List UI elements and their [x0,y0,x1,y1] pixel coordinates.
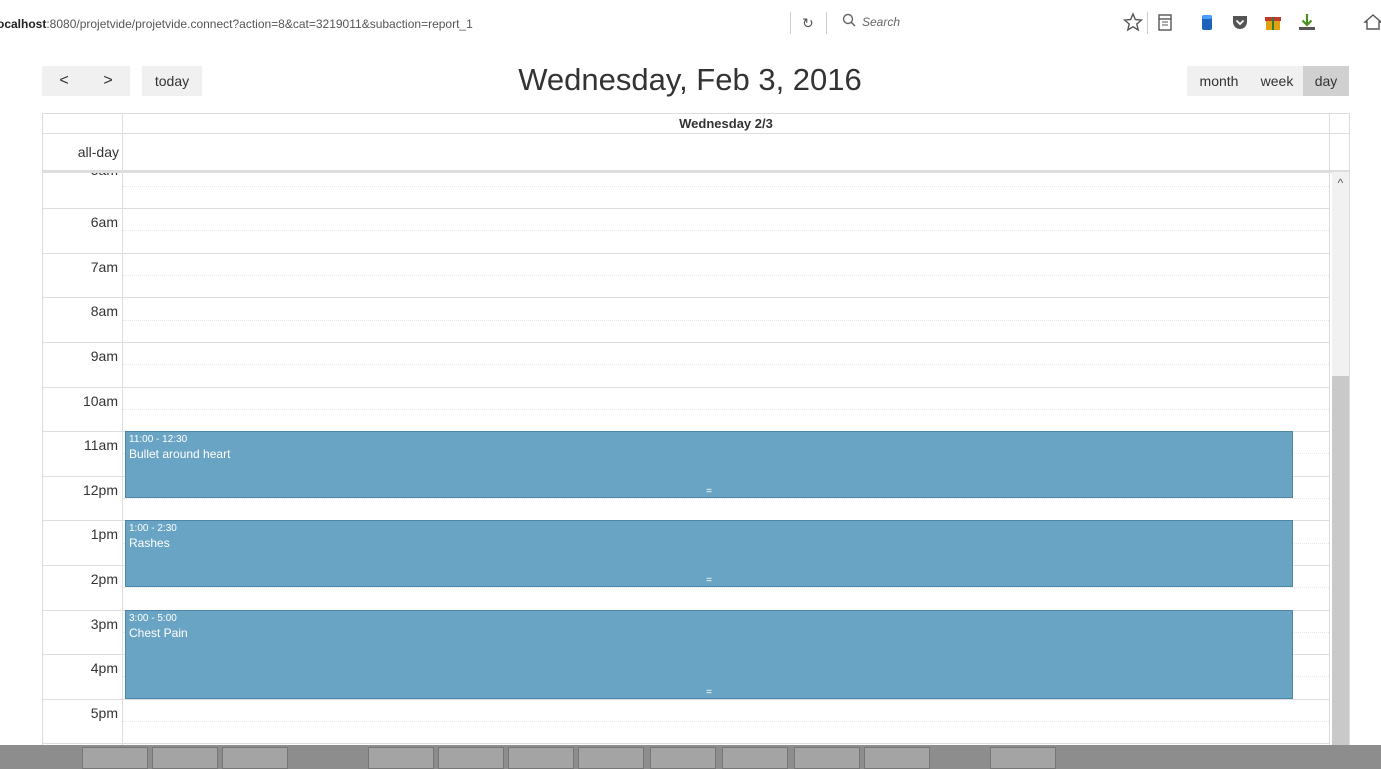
reload-icon[interactable]: ↻ [802,15,814,31]
search-placeholder: Search [862,15,901,29]
time-label: 5pm [90,705,118,721]
hour-line [43,342,1329,343]
scrollbar[interactable]: ^ [1332,172,1349,745]
scroll-up-arrow-icon[interactable]: ^ [1337,176,1344,190]
hour-line [43,699,1329,700]
taskbar-item[interactable] [368,747,434,769]
toolbar-divider [790,12,791,34]
time-label: 8am [90,303,118,319]
taskbar-item[interactable] [794,747,860,769]
reading-list-icon[interactable] [1154,11,1176,33]
taskbar [0,745,1381,769]
time-label: 10am [82,393,118,409]
taskbar-item[interactable] [438,747,504,769]
toolbar-divider [826,12,827,34]
event-time: 1:00 - 2:30 [129,523,177,534]
url-host: ocalhost [0,17,47,31]
hour-line [43,387,1329,388]
next-button[interactable]: > [86,66,130,96]
event-title: Bullet around heart [129,447,231,461]
page-title: Wednesday, Feb 3, 2016 [518,62,862,97]
taskbar-item[interactable] [82,747,148,769]
time-label: 2pm [90,571,118,587]
calendar-event[interactable]: 11:00 - 12:30 Bullet around heart = [125,431,1293,498]
calendar-event[interactable]: 1:00 - 2:30 Rashes = [125,520,1293,587]
column-header: Wednesday 2/3 [679,116,773,131]
time-label: 7am [90,259,118,275]
prev-button[interactable]: < [42,66,86,96]
taskbar-item[interactable] [578,747,644,769]
taskbar-item[interactable] [722,747,788,769]
week-view-button[interactable]: week [1251,66,1303,96]
time-label-partial: 5am [43,173,118,178]
half-hour-line [123,230,1329,231]
time-label: 12pm [82,482,118,498]
time-label: 9am [90,348,118,364]
time-label: 4pm [90,660,118,676]
today-button[interactable]: today [142,66,202,96]
grid-divider [1329,173,1330,745]
taskbar-item[interactable] [152,747,218,769]
time-label: 1pm [90,526,118,542]
hour-line [43,253,1329,254]
browser-toolbar: ocalhost:8080/projetvide/projetvide.conn… [0,0,1381,50]
event-resize-handle[interactable]: = [706,575,712,586]
hour-line [43,208,1329,209]
toolbar-divider [1147,12,1148,34]
event-title: Chest Pain [129,626,188,640]
taskbar-item[interactable] [990,747,1056,769]
month-view-button[interactable]: month [1187,66,1251,96]
search-icon [842,13,856,27]
grid-divider [122,173,123,745]
calendar-grid: Wednesday 2/3 all-day 5am 6am 7am 8am 9am 10… [42,113,1350,745]
event-time: 3:00 - 5:00 [129,613,177,624]
half-hour-line [123,587,1329,588]
taskbar-item[interactable] [222,747,288,769]
pocket-icon[interactable] [1229,11,1251,33]
download-icon[interactable] [1296,11,1318,33]
event-resize-handle[interactable]: = [706,486,712,497]
time-label: 11am [84,437,118,453]
half-hour-line [123,364,1329,365]
taskbar-item[interactable] [864,747,930,769]
half-hour-line [123,275,1329,276]
event-resize-handle[interactable]: = [706,687,712,698]
grid-divider [122,114,123,173]
url-bar[interactable]: ocalhost:8080/projetvide/projetvide.conn… [0,17,473,31]
event-time: 11:00 - 12:30 [129,434,188,445]
bookmark-star-icon[interactable] [1122,11,1144,33]
database-icon[interactable] [1196,11,1218,33]
half-hour-line [123,409,1329,410]
hour-line [43,297,1329,298]
half-hour-line [123,498,1329,499]
url-path: :8080/projetvide/projetvide.connect?acti… [46,17,473,31]
half-hour-line [123,186,1329,187]
search-box[interactable]: Search [838,10,948,34]
scrollbar-thumb[interactable] [1332,376,1349,745]
all-day-row[interactable]: all-day [43,133,1349,173]
half-hour-line [123,320,1329,321]
half-hour-line [123,721,1329,722]
column-header-row: Wednesday 2/3 [43,114,1349,134]
all-day-label: all-day [77,144,119,160]
event-title: Rashes [129,536,170,550]
calendar-event[interactable]: 3:00 - 5:00 Chest Pain = [125,610,1293,699]
time-label: 3pm [90,616,118,632]
home-icon[interactable] [1362,11,1381,33]
taskbar-item[interactable] [650,747,716,769]
taskbar-item[interactable] [508,747,574,769]
page-margin [1350,50,1381,745]
hour-line [43,743,1329,744]
grid-divider [1329,114,1330,173]
time-label: 6am [90,214,118,230]
day-view-button[interactable]: day [1303,66,1349,96]
time-slots[interactable]: 5am 6am 7am 8am 9am 10am 11am 12pm 1pm 2pm 3pm 4pm… [43,173,1331,745]
gift-icon[interactable] [1262,11,1284,33]
